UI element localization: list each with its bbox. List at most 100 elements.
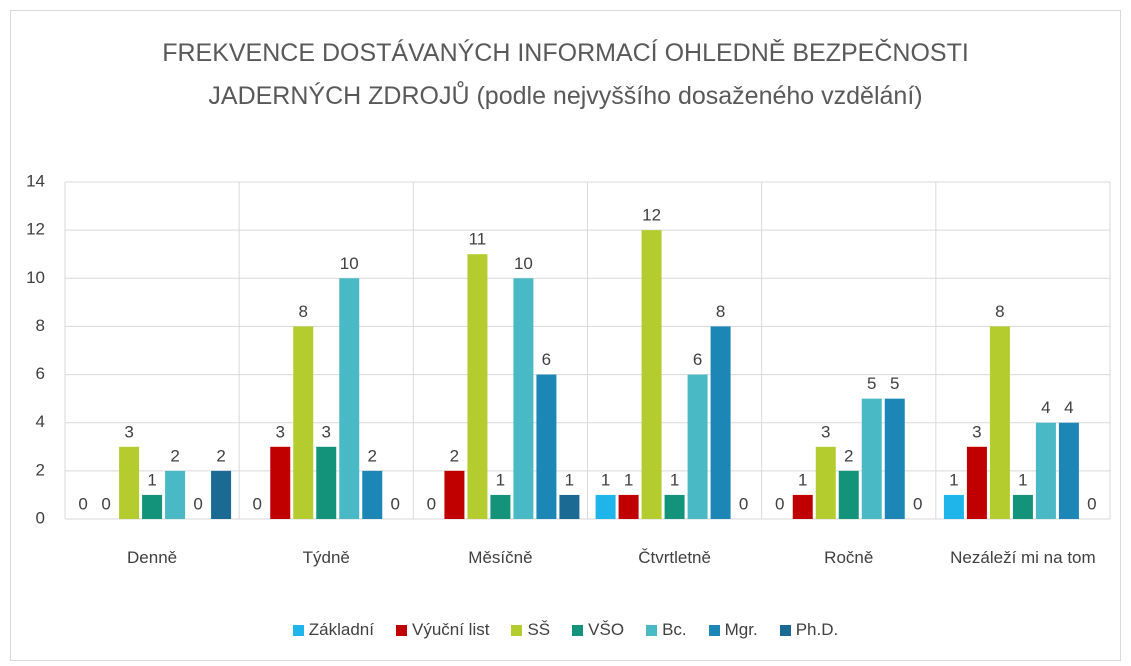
y-tick-label: 10 [26, 268, 45, 287]
legend-swatch [511, 624, 523, 636]
data-label: 0 [253, 494, 262, 513]
data-label: 1 [1018, 470, 1027, 489]
bar [664, 494, 685, 519]
legend-label: Výuční list [411, 620, 490, 639]
data-label: 2 [170, 446, 179, 465]
legend-item: Ph.D. [779, 620, 839, 640]
data-label: 3 [124, 422, 133, 441]
legend-swatch [779, 624, 791, 636]
data-label: 2 [844, 446, 853, 465]
bar [362, 470, 383, 519]
data-label: 1 [601, 470, 610, 489]
y-tick-label: 12 [26, 220, 45, 239]
data-label: 0 [913, 494, 922, 513]
data-label: 0 [101, 494, 110, 513]
bar [142, 494, 163, 519]
bar [861, 398, 882, 519]
legend-item: Základní [292, 620, 374, 640]
legend-label: Mgr. [724, 620, 758, 639]
data-label: 0 [1087, 494, 1096, 513]
data-label: 2 [368, 446, 377, 465]
bar [1012, 494, 1033, 519]
data-label: 1 [496, 470, 505, 489]
legend-item: VŠO [572, 620, 624, 640]
bar [943, 494, 964, 519]
data-label: 1 [670, 470, 679, 489]
legend-item: Výuční list [395, 620, 490, 640]
data-label: 2 [216, 446, 225, 465]
y-tick-label: 6 [36, 364, 45, 383]
y-tick-label: 4 [36, 412, 45, 431]
data-label: 1 [624, 470, 633, 489]
legend-label: Bc. [662, 620, 687, 639]
y-tick-label: 14 [26, 171, 45, 190]
legend-swatch [646, 624, 658, 636]
bar [339, 278, 360, 519]
legend-swatch [292, 624, 304, 636]
data-label: 3 [322, 422, 331, 441]
x-tick-label: Týdně [302, 548, 350, 567]
x-tick-label: Čtvrtletně [638, 548, 711, 567]
bar [710, 326, 731, 519]
bar [467, 254, 488, 519]
bar [293, 326, 314, 519]
bar [165, 470, 186, 519]
data-label: 8 [995, 302, 1004, 321]
data-label: 5 [890, 374, 899, 393]
y-tick-label: 0 [36, 508, 45, 527]
legend-swatch [572, 624, 584, 636]
data-label: 0 [427, 494, 436, 513]
bar [815, 446, 836, 519]
bar [884, 398, 905, 519]
data-label: 0 [739, 494, 748, 513]
bar [618, 494, 639, 519]
data-label: 4 [1064, 398, 1073, 417]
data-label: 1 [565, 470, 574, 489]
bar [316, 446, 337, 519]
bar [966, 446, 987, 519]
legend-item: Mgr. [708, 620, 758, 640]
bar [595, 494, 616, 519]
data-label: 1 [147, 470, 156, 489]
y-tick-label: 8 [36, 316, 45, 335]
bar [559, 494, 580, 519]
bar [119, 446, 140, 519]
x-tick-label: Nezáleží mi na tom [950, 548, 1096, 567]
bar [687, 374, 708, 519]
legend-swatch [708, 624, 720, 636]
data-label: 6 [542, 350, 551, 369]
data-label: 8 [716, 302, 725, 321]
legend-label: Základní [308, 620, 374, 639]
data-label: 10 [340, 254, 359, 273]
data-label: 0 [78, 494, 87, 513]
data-label: 1 [798, 470, 807, 489]
y-tick-label: 2 [36, 460, 45, 479]
x-tick-label: Ročně [824, 548, 874, 567]
legend-label: VŠO [588, 620, 625, 639]
bar [444, 470, 465, 519]
bar [513, 278, 534, 519]
data-label: 0 [193, 494, 202, 513]
bar [792, 494, 813, 519]
x-tick-label: Denně [127, 548, 178, 567]
data-label: 8 [299, 302, 308, 321]
data-label: 3 [821, 422, 830, 441]
data-label: 3 [972, 422, 981, 441]
data-label: 11 [469, 230, 487, 249]
legend-item: SŠ [511, 620, 550, 640]
legend-item: Bc. [646, 620, 687, 640]
bar [211, 470, 232, 519]
bar [490, 494, 511, 519]
data-label: 0 [775, 494, 784, 513]
legend-label: Ph.D. [795, 620, 839, 639]
data-label: 10 [514, 254, 533, 273]
bar [270, 446, 291, 519]
bar [1035, 422, 1056, 519]
x-tick-label: Měsíčně [468, 548, 533, 567]
data-label: 0 [391, 494, 400, 513]
data-label: 5 [867, 374, 876, 393]
bar [536, 374, 557, 519]
bar [1058, 422, 1079, 519]
